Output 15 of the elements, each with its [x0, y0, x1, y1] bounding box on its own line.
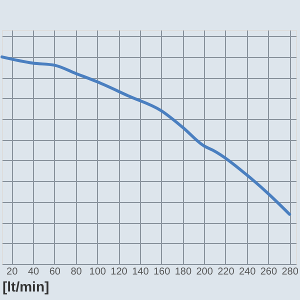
x-tick-label: 80 — [70, 266, 82, 278]
x-tick-label: 160 — [153, 266, 171, 278]
x-tick-label: 280 — [282, 266, 299, 278]
x-tick-label: 20 — [6, 266, 18, 278]
x-tick-label: 180 — [174, 266, 192, 278]
x-tick-label: 260 — [260, 266, 278, 278]
x-tick-label: 40 — [28, 266, 40, 278]
x-tick-label: 240 — [238, 266, 256, 278]
x-tick-label: 140 — [132, 266, 150, 278]
x-tick-label: 100 — [89, 266, 106, 278]
x-tick-label: 60 — [49, 266, 61, 278]
x-tick-label: 120 — [110, 266, 128, 278]
x-tick-label: 200 — [196, 266, 214, 278]
x-axis-title: [lt/min] — [2, 278, 50, 294]
x-tick-label: 220 — [218, 266, 235, 278]
